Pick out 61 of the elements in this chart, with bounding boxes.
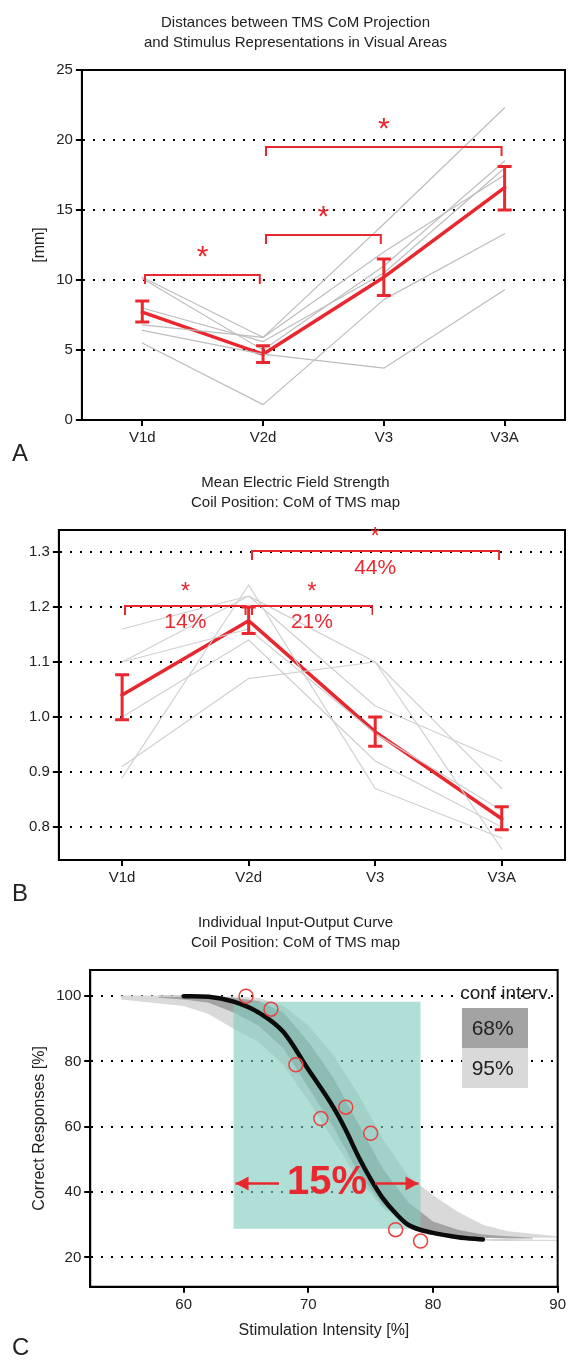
- y-tick-label: 80: [64, 1051, 82, 1069]
- point: [387, 1221, 404, 1238]
- chart-title: Individual Input-Output Curve: [197, 913, 394, 931]
- y-tick-label: 20: [64, 1247, 82, 1265]
- chart-subtitle: Coil Position: CoM of TMS map: [191, 493, 400, 511]
- text: 95%: [461, 1048, 528, 1088]
- annotation: 14%: [164, 609, 207, 633]
- annotation: 44%: [354, 554, 397, 578]
- annotation: *: [196, 239, 209, 273]
- y-tick-label: 60: [64, 1116, 82, 1134]
- x-tick-label: V1d: [128, 428, 156, 446]
- y-tick-label: 5: [64, 340, 73, 358]
- annotation: *: [307, 576, 317, 604]
- y-tick-label: 0: [64, 410, 73, 428]
- x-tick-label: V2d: [249, 428, 277, 446]
- chart-title: Distances between TMS CoM Projection: [160, 13, 431, 31]
- x-tick-label: V2d: [235, 868, 263, 886]
- y-tick-label: 1.0: [28, 707, 50, 725]
- y-axis-title: [mm]: [30, 227, 48, 263]
- y-tick-label: 10: [56, 270, 73, 288]
- annotation: *: [317, 198, 330, 232]
- chart-title: Mean Electric Field Strength: [201, 473, 390, 491]
- y-tick-label: 1.2: [28, 597, 50, 615]
- point: [362, 1125, 379, 1142]
- x-tick-label: V3A: [487, 868, 516, 886]
- x-axis-title: Stimulation Intensity [%]: [238, 1320, 410, 1338]
- chart-subtitle: and Stimulus Representations in Visual Areas: [143, 33, 448, 51]
- point: [263, 1001, 279, 1017]
- point: [313, 1110, 329, 1127]
- text: 68%: [461, 1008, 528, 1048]
- y-tick-label: 20: [56, 130, 73, 148]
- chart-subtitle: Coil Position: CoM of TMS map: [191, 933, 400, 951]
- text: A: [12, 438, 29, 466]
- y-axis-title: Correct Responses [%]: [30, 1046, 48, 1211]
- point: [288, 1056, 304, 1073]
- x-tick-label: 80: [424, 1294, 442, 1312]
- annotation: *: [377, 111, 390, 145]
- point: [338, 1099, 354, 1115]
- x-tick-label: V3: [366, 868, 385, 886]
- band-label: 15%: [287, 1158, 368, 1203]
- y-tick-label: 0.9: [28, 762, 50, 780]
- x-tick-label: V3A: [490, 428, 519, 446]
- y-tick-label: 15: [56, 200, 73, 218]
- x-tick-label: 60: [175, 1294, 193, 1312]
- x-tick-label: V3: [374, 428, 394, 446]
- x-tick-label: V1d: [108, 868, 136, 886]
- text: B: [12, 878, 29, 906]
- y-tick-label: 25: [56, 60, 73, 78]
- x-tick-label: 70: [300, 1294, 317, 1312]
- y-tick-label: 0.8: [28, 817, 50, 835]
- annotation: 21%: [290, 609, 333, 633]
- point: [238, 988, 254, 1004]
- y-tick-label: 40: [64, 1182, 82, 1200]
- annotation: *: [180, 576, 191, 604]
- legend-title: conf interv.: [460, 982, 552, 1004]
- x-tick-label: 90: [549, 1294, 566, 1312]
- y-tick-label: 100: [56, 986, 82, 1004]
- text: C: [12, 1332, 30, 1360]
- y-tick-label: 1.1: [28, 652, 50, 670]
- y-tick-label: 1.3: [28, 542, 50, 560]
- point: [412, 1233, 429, 1249]
